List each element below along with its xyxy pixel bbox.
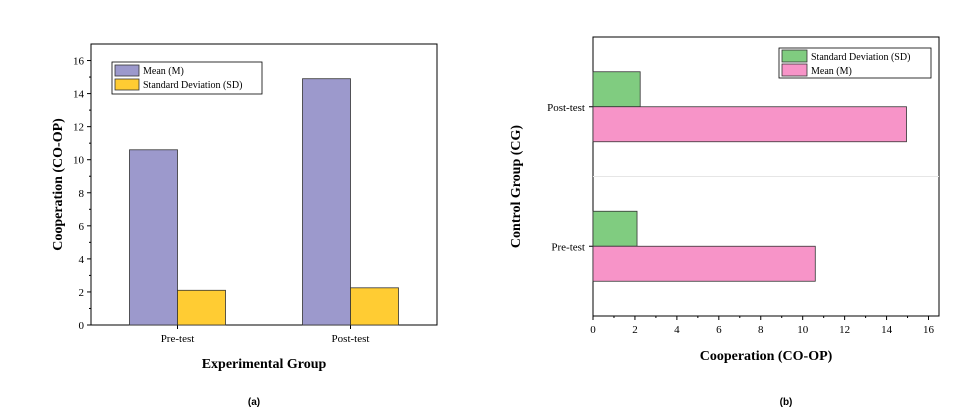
chart-b-x-ticks: 0 2 4 6 8 10 12 14 16 (590, 316, 935, 336)
x-tick-label-16: 16 (923, 324, 935, 336)
bar (592, 245, 816, 282)
y-tick-label-4: 4 (79, 254, 85, 266)
y-tick-label: Post-test (547, 102, 585, 114)
legend-label: Mean (M) (811, 66, 852, 77)
chart-b-x-axis-label: Cooperation (CO-OP) (700, 349, 833, 364)
x-tick-label: Pre-test (161, 333, 195, 345)
chart-b-panel-label: (b) (780, 397, 793, 408)
chart-b-y-ticks: Pre-test Post-test (547, 102, 593, 253)
chart-a-y-axis-label: Cooperation (CO-OP) (51, 118, 66, 251)
chart-b-legend: Standard Deviation (SD) Mean (M) (778, 47, 932, 79)
y-tick-label: Pre-test (551, 241, 585, 253)
y-tick-label-2: 2 (79, 287, 85, 299)
bar (177, 289, 226, 326)
bar (592, 71, 641, 108)
x-tick-label-14: 14 (881, 324, 893, 336)
legend-label: Standard Deviation (SD) (811, 52, 910, 63)
x-tick-label-8: 8 (758, 324, 764, 336)
x-tick-label: Post-test (332, 333, 370, 345)
x-tick-label-10: 10 (797, 324, 809, 336)
chart-b-bars (592, 71, 907, 282)
x-tick-label-0: 0 (590, 324, 596, 336)
bar (350, 287, 399, 326)
legend-swatch (114, 64, 140, 77)
x-tick-label-4: 4 (674, 324, 680, 336)
legend-swatch (114, 78, 140, 91)
bar (302, 78, 351, 326)
chart-a-frame (90, 43, 438, 326)
y-tick-label-14: 14 (73, 89, 85, 101)
chart-a-x-axis-label: Experimental Group (202, 357, 327, 372)
y-tick-label-0: 0 (79, 320, 85, 332)
chart-a-y-ticks: 0 2 4 6 8 10 12 14 16 (73, 56, 91, 332)
x-tick-label-6: 6 (716, 324, 722, 336)
y-tick-label-12: 12 (73, 122, 84, 134)
chart-a-panel-label: (a) (248, 397, 260, 408)
chart-a-x-ticks: Pre-test Post-test (161, 325, 370, 345)
legend-label: Standard Deviation (SD) (143, 80, 242, 91)
legend-swatch (781, 49, 808, 63)
bar (592, 106, 907, 143)
chart-a-legend: Mean (M) Standard Deviation (SD) (111, 61, 263, 95)
y-tick-label-8: 8 (79, 188, 85, 200)
x-tick-label-12: 12 (839, 324, 850, 336)
y-tick-label-6: 6 (79, 221, 85, 233)
chart-b-y-axis-label: Control Group (CG) (509, 125, 524, 248)
legend-swatch (781, 63, 808, 77)
legend-label: Mean (M) (143, 66, 184, 77)
bar (129, 149, 178, 326)
chart-a-bars (129, 78, 399, 326)
y-tick-label-16: 16 (73, 56, 85, 68)
chart-a: 0 2 4 6 8 10 12 14 16 Pre-test Post-test Mean (M)… (51, 43, 438, 408)
bar (592, 210, 638, 247)
y-tick-label-10: 10 (73, 155, 85, 167)
chart-b: 0 2 4 6 8 10 12 14 16 Pre-test Post-test Standard… (509, 36, 940, 408)
x-tick-label-2: 2 (632, 324, 638, 336)
